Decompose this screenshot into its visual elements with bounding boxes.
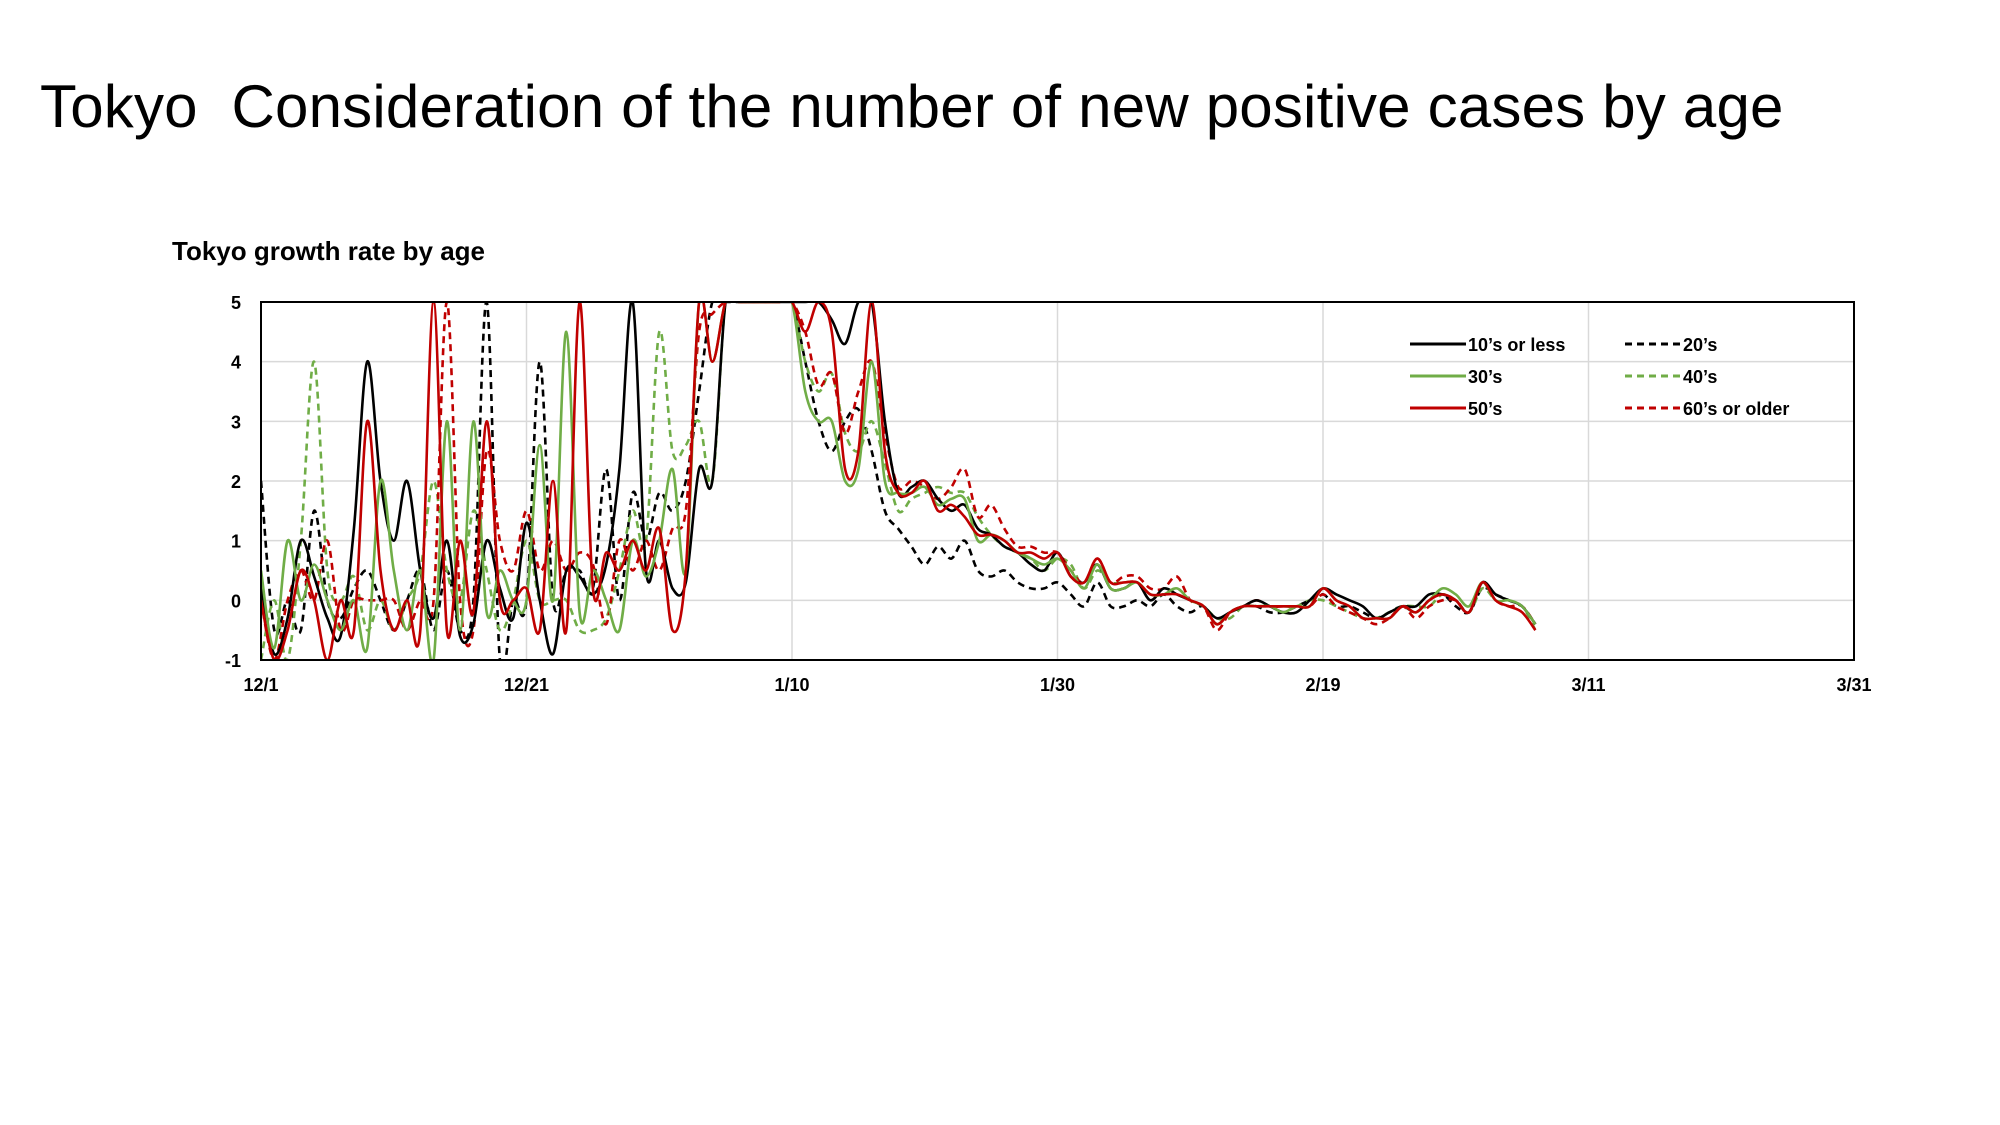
y-tick-label: 1 [231, 532, 241, 552]
x-tick-label: 12/21 [504, 675, 549, 695]
series-line-1 [261, 302, 1537, 660]
legend-label: 60’s or older [1683, 399, 1789, 419]
x-tick-label: 1/30 [1040, 675, 1075, 695]
x-tick-label: 1/10 [774, 675, 809, 695]
legend-label: 40’s [1683, 367, 1717, 387]
legend-label: 20’s [1683, 335, 1717, 355]
y-tick-label: 4 [231, 353, 241, 373]
series-lines [261, 302, 1537, 660]
y-tick-label: -1 [225, 651, 241, 671]
y-tick-label: 0 [231, 591, 241, 611]
y-tick-label: 3 [231, 412, 241, 432]
x-tick-label: 12/1 [243, 675, 278, 695]
axis-labels: 5 4 3 2 1 0 -112/1 12/21 1/10 1/30 2/19 3/11 3/31 [225, 293, 1872, 695]
chart-title: Tokyo growth rate by age [172, 236, 486, 266]
y-tick-label: 5 [231, 293, 241, 313]
slide-title: Tokyo Consideration of the number of new… [40, 73, 1784, 140]
x-tick-label: 3/11 [1571, 675, 1605, 695]
legend: 10’s or less 20’s 30’s 40’s 50’s 60’s or olde… [1410, 335, 1789, 419]
legend-label: 50’s [1468, 399, 1502, 419]
series-line-4 [261, 302, 1537, 660]
x-tick-label: 3/31 [1836, 675, 1871, 695]
legend-label: 30’s [1468, 367, 1502, 387]
plot-area-frame [260, 301, 1855, 661]
y-tick-label: 2 [231, 472, 241, 492]
x-tick-label: 2/19 [1305, 675, 1340, 695]
legend-label: 10’s or less [1468, 335, 1565, 355]
